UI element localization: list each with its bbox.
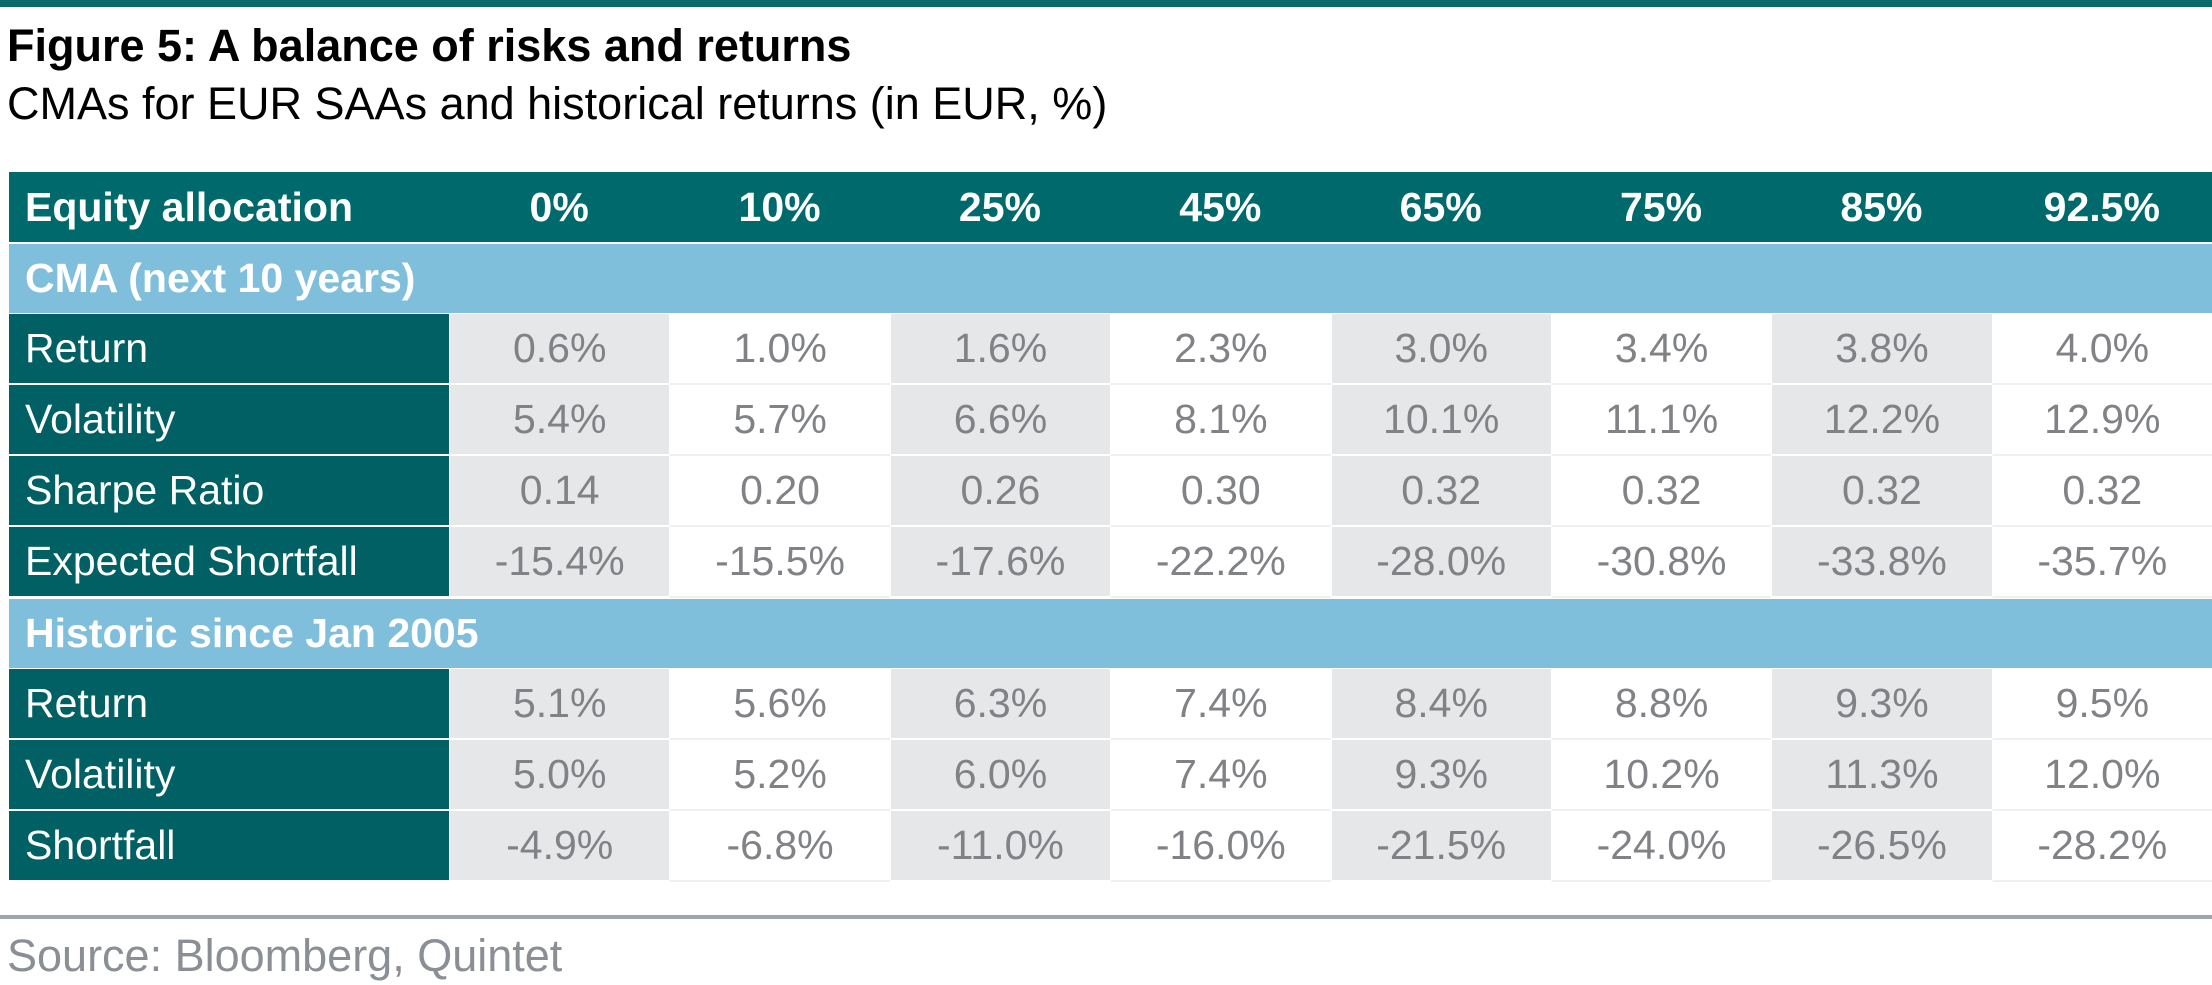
table-cell: 12.2% [1771, 385, 1992, 456]
figure-title: Figure 5: A balance of risks and returns [7, 20, 852, 71]
source-note: Source: Bloomberg, Quintet [7, 930, 563, 981]
section-row: CMA (next 10 years) [9, 243, 2212, 314]
table-cell: 0.20 [669, 456, 890, 527]
table-cell: 12.0% [1991, 740, 2212, 811]
table-cell: -16.0% [1110, 811, 1331, 882]
column-header: 75% [1550, 172, 1772, 243]
table-cell: 9.3% [1330, 740, 1551, 811]
table-cell: 12.9% [1991, 385, 2212, 456]
table-cell: 3.4% [1550, 314, 1772, 385]
table-cell: 8.8% [1550, 669, 1772, 740]
table-cell: 11.1% [1550, 385, 1772, 456]
section-title: CMA (next 10 years) [9, 243, 2212, 314]
section-title: Historic since Jan 2005 [9, 598, 2212, 669]
table-cell: -33.8% [1771, 527, 1992, 598]
table-row: Sharpe Ratio 0.14 0.20 0.26 0.30 0.32 0.32 0.32… [9, 456, 2212, 527]
table-row: Volatility 5.4% 5.7% 6.6% 8.1% 10.1% 11.1% 12.2… [9, 385, 2212, 456]
table-cell: -15.5% [669, 527, 890, 598]
table-row: Return 0.6% 1.0% 1.6% 2.3% 3.0% 3.4% 3.8% 4.0% [9, 314, 2212, 385]
table-cell: 2.3% [1110, 314, 1331, 385]
table-header-row: Equity allocation 0% 10% 25% 45% 65% 75%… [9, 172, 2212, 243]
row-label: Volatility [9, 740, 449, 811]
top-rule [0, 0, 2212, 7]
table-cell: 5.1% [449, 669, 670, 740]
column-header: Equity allocation [9, 172, 449, 243]
bottom-rule [0, 915, 2212, 919]
table-cell: 0.14 [449, 456, 670, 527]
table-cell: 0.6% [449, 314, 670, 385]
figure-subtitle: CMAs for EUR SAAs and historical returns… [7, 78, 1108, 129]
table-cell: -11.0% [889, 811, 1111, 882]
table-cell: -26.5% [1771, 811, 1992, 882]
table-row: Volatility 5.0% 5.2% 6.0% 7.4% 9.3% 10.2% 11.3%… [9, 740, 2212, 811]
table-cell: 6.3% [889, 669, 1111, 740]
column-header: 45% [1110, 172, 1331, 243]
table-cell: -28.0% [1330, 527, 1551, 598]
column-header: 0% [449, 172, 670, 243]
allocation-table: Equity allocation 0% 10% 25% 45% 65% 75%… [9, 172, 2212, 882]
table-cell: 8.4% [1330, 669, 1551, 740]
table-cell: 0.30 [1110, 456, 1331, 527]
row-label: Return [9, 669, 449, 740]
column-header: 65% [1330, 172, 1551, 243]
table-cell: 5.7% [669, 385, 890, 456]
table-cell: 0.32 [1991, 456, 2212, 527]
table-cell: -30.8% [1550, 527, 1772, 598]
table-cell: 5.6% [669, 669, 890, 740]
row-label: Return [9, 314, 449, 385]
table-body: CMA (next 10 years) Return 0.6% 1.0% 1.6% 2.3… [9, 243, 2212, 882]
table-cell: 0.32 [1330, 456, 1551, 527]
table-cell: -35.7% [1991, 527, 2212, 598]
table-cell: 10.2% [1550, 740, 1772, 811]
table-cell: -22.2% [1110, 527, 1331, 598]
table-cell: -15.4% [449, 527, 670, 598]
table-cell: 0.26 [889, 456, 1111, 527]
column-header: 85% [1771, 172, 1992, 243]
table-cell: 1.0% [669, 314, 890, 385]
allocation-table-container: Equity allocation 0% 10% 25% 45% 65% 75%… [9, 172, 2212, 882]
row-label: Shortfall [9, 811, 449, 882]
table-cell: 5.4% [449, 385, 670, 456]
row-label: Volatility [9, 385, 449, 456]
row-label: Sharpe Ratio [9, 456, 449, 527]
row-label: Expected Shortfall [9, 527, 449, 598]
table-cell: 8.1% [1110, 385, 1331, 456]
table-cell: -6.8% [669, 811, 890, 882]
column-header: 92.5% [1991, 172, 2212, 243]
table-cell: 9.5% [1991, 669, 2212, 740]
table-row: Expected Shortfall -15.4% -15.5% -17.6% -22.… [9, 527, 2212, 598]
table-cell: -24.0% [1550, 811, 1772, 882]
column-header: 10% [669, 172, 890, 243]
table-row: Shortfall -4.9% -6.8% -11.0% -16.0% -21.5% -24… [9, 811, 2212, 882]
table-cell: -28.2% [1991, 811, 2212, 882]
table-cell: 5.0% [449, 740, 670, 811]
column-header: 25% [889, 172, 1111, 243]
section-row: Historic since Jan 2005 [9, 598, 2212, 669]
table-cell: 3.8% [1771, 314, 1992, 385]
table-row: Return 5.1% 5.6% 6.3% 7.4% 8.4% 8.8% 9.3% 9.5% [9, 669, 2212, 740]
table-cell: 7.4% [1110, 669, 1331, 740]
table-cell: 11.3% [1771, 740, 1992, 811]
table-cell: 1.6% [889, 314, 1111, 385]
table-cell: 7.4% [1110, 740, 1331, 811]
table-cell: 0.32 [1771, 456, 1992, 527]
table-cell: 5.2% [669, 740, 890, 811]
table-cell: 6.6% [889, 385, 1111, 456]
table-cell: -21.5% [1330, 811, 1551, 882]
table-cell: 10.1% [1330, 385, 1551, 456]
table-cell: -4.9% [449, 811, 670, 882]
table-cell: 4.0% [1991, 314, 2212, 385]
table-cell: 9.3% [1771, 669, 1992, 740]
table-cell: 0.32 [1550, 456, 1772, 527]
table-cell: -17.6% [889, 527, 1111, 598]
table-cell: 6.0% [889, 740, 1111, 811]
table-cell: 3.0% [1330, 314, 1551, 385]
